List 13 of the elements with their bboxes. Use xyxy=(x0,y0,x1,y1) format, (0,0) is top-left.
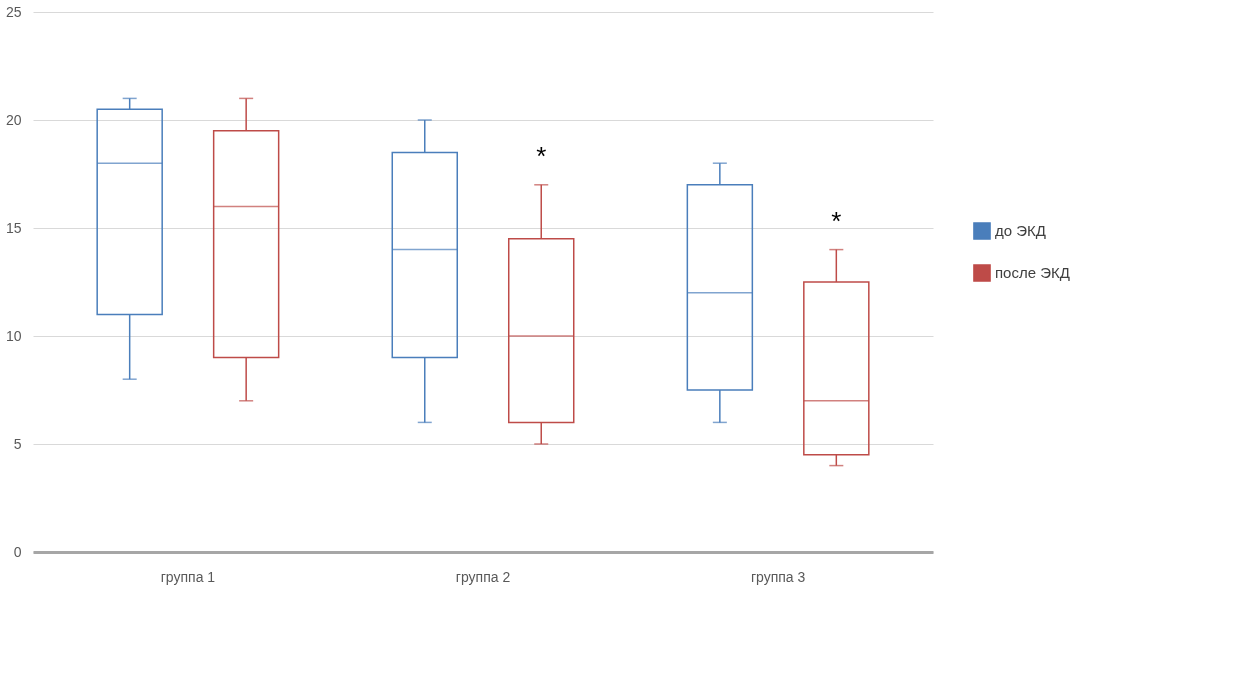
y-tick-label: 20 xyxy=(5,111,22,128)
y-tick-label: 25 xyxy=(5,3,22,20)
x-tick-label: группа 2 xyxy=(455,568,511,585)
y-tick-label: 0 xyxy=(13,543,22,560)
annotation: * xyxy=(831,205,842,236)
y-tick-label: 5 xyxy=(13,435,22,452)
x-tick-label: группа 1 xyxy=(160,568,216,585)
y-tick-label: 10 xyxy=(5,327,22,344)
y-tick-label: 15 xyxy=(5,219,22,236)
legend-label: после ЭКД xyxy=(995,264,1070,281)
x-tick-label: группа 3 xyxy=(750,568,806,585)
legend-label: до ЭКД xyxy=(995,222,1046,239)
annotation: * xyxy=(536,140,547,171)
